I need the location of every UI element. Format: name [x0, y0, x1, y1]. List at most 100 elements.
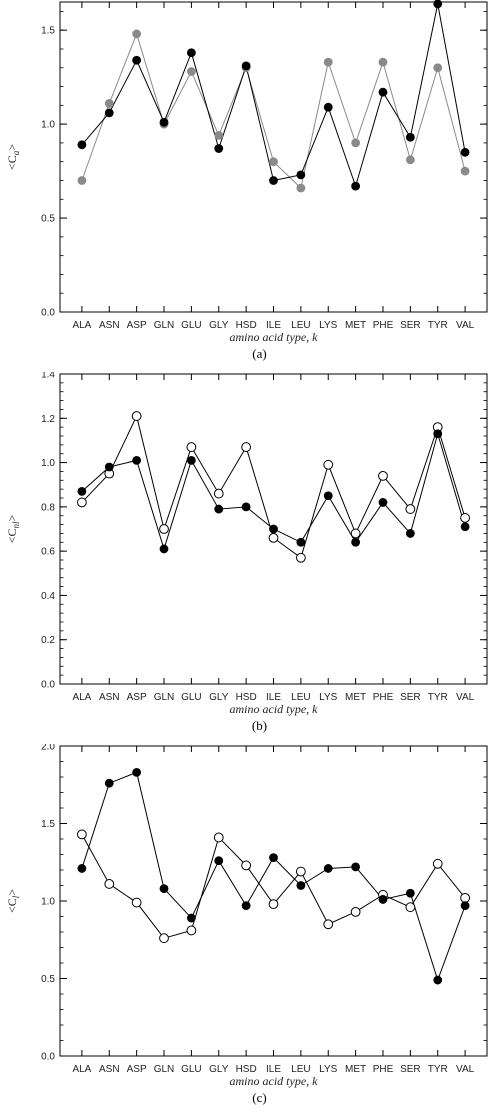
data-point-s1-ile — [269, 524, 278, 534]
y-axis-label-main: <C — [5, 155, 19, 170]
x-tick-label: MET — [345, 692, 366, 703]
data-point-s2-asp — [131, 411, 142, 421]
data-point-s2-lys — [323, 459, 334, 470]
y-tick-label: 1.0 — [41, 458, 55, 469]
data-point-s1-gly — [214, 856, 224, 866]
x-tick-label: LYS — [319, 1064, 337, 1075]
x-tick-label: PHE — [373, 692, 394, 703]
data-point-s1-ile — [269, 853, 278, 862]
data-point-s1-lys — [323, 102, 333, 112]
data-point-s1-leu — [296, 537, 306, 547]
x-tick-label: SER — [400, 1064, 421, 1075]
data-point-s2-tyr — [432, 858, 443, 869]
y-tick-label: 0.5 — [41, 974, 55, 985]
x-tick-label: ALA — [72, 320, 91, 331]
x-tick-label: GLN — [154, 320, 175, 331]
y-axis-label-sub: nl — [11, 521, 21, 529]
x-tick-label: LYS — [319, 692, 337, 703]
data-point-s2-ala — [77, 176, 87, 185]
panel-label: (a) — [252, 346, 266, 361]
y-axis-label-sub: a — [11, 150, 21, 155]
x-tick-label: SER — [400, 320, 421, 331]
y-axis-label-close: > — [5, 514, 19, 521]
x-tick-label: ASN — [99, 1064, 120, 1075]
data-point-s1-lys — [323, 864, 333, 873]
data-point-s2-lys — [323, 57, 333, 67]
data-point-s1-leu — [296, 170, 306, 180]
data-point-s1-ser — [405, 132, 415, 142]
data-point-s2-leu — [295, 552, 306, 563]
data-point-s1-asn — [104, 108, 114, 118]
y-axis-label-close: > — [5, 144, 19, 151]
data-point-s2-met — [350, 906, 361, 917]
y-tick-label: 1.0 — [41, 120, 55, 131]
data-point-s1-asn — [104, 462, 114, 472]
y-tick-label: 0.2 — [41, 635, 55, 646]
data-point-s2-leu — [295, 866, 306, 877]
x-tick-label: ASN — [99, 320, 120, 331]
data-point-s2-phe — [378, 470, 388, 481]
data-point-s2-ala — [76, 497, 87, 508]
y-tick-label: 1.0 — [41, 897, 55, 908]
y-axis-label: <Cl> — [5, 889, 21, 913]
y-tick-label: 1.2 — [41, 414, 55, 425]
data-point-s2-glu — [186, 67, 196, 76]
x-tick-label: SER — [400, 692, 421, 703]
data-point-s1-ile — [269, 176, 278, 185]
data-point-s1-asp — [132, 455, 142, 465]
y-axis-label-close: > — [5, 889, 19, 896]
data-point-s2-gln — [159, 524, 169, 534]
data-point-s1-ser — [405, 529, 415, 538]
data-point-s1-asp — [132, 767, 142, 777]
data-point-s1-hsd — [241, 61, 251, 71]
y-tick-label: 0.6 — [41, 547, 55, 558]
x-tick-label: LEU — [291, 320, 310, 331]
data-point-s2-gly — [213, 832, 224, 843]
x-axis-label: amino acid type, k — [230, 702, 319, 716]
plot-frame — [59, 1, 488, 313]
data-point-s1-glu — [186, 913, 196, 923]
data-point-s2-gly — [213, 488, 224, 499]
data-point-s2-ile — [269, 157, 278, 167]
y-axis-label-main: <C — [5, 529, 19, 544]
chart-panel-b: 0.0 0.2 0.4 0.6 0.8 1.0 1.2 1.4 ALA ASN ASP GLN GLU G… — [5, 372, 488, 733]
data-point-s1-glu — [186, 455, 196, 465]
x-tick-label: TYR — [428, 692, 448, 703]
x-tick-label: ILE — [266, 692, 281, 703]
y-tick-label: 2.0 — [41, 744, 55, 753]
data-point-s2-phe — [378, 57, 388, 67]
data-point-s2-val — [460, 893, 471, 903]
data-point-s2-hsd — [241, 442, 252, 452]
data-point-s2-tyr — [433, 63, 443, 73]
data-point-s1-asp — [132, 55, 142, 65]
data-point-s1-phe — [378, 87, 388, 97]
x-tick-label: LEU — [291, 692, 310, 703]
panel-label: (b) — [252, 718, 267, 733]
data-point-s2-asp — [132, 29, 142, 39]
data-point-s2-leu — [296, 183, 306, 193]
x-tick-label: GLN — [154, 1064, 175, 1075]
data-point-s1-tyr — [433, 429, 443, 439]
x-tick-label: ASP — [127, 1064, 147, 1075]
y-tick-label: 0.8 — [41, 502, 55, 513]
data-point-s2-ser — [405, 902, 416, 913]
data-point-s2-asn — [104, 99, 114, 108]
chart-panel-a: 0.0 0.5 1.0 1.5 ALA ASN ASP GLN GLU GLY HSD ILE LEU L… — [5, 0, 488, 361]
data-point-s1-ala — [77, 864, 87, 873]
x-tick-label: ALA — [72, 692, 91, 703]
data-point-s1-ala — [77, 486, 87, 496]
x-tick-label: MET — [345, 1064, 366, 1075]
x-tick-label: ILE — [266, 1064, 281, 1075]
data-point-s2-ile — [268, 899, 279, 910]
data-point-s2-ser — [405, 504, 416, 514]
data-point-s2-met — [350, 528, 361, 539]
x-tick-label: GLU — [181, 692, 202, 703]
x-tick-label: GLY — [209, 692, 229, 703]
data-point-s2-ala — [76, 829, 87, 840]
data-point-s2-val — [460, 166, 470, 176]
y-tick-label: 0.0 — [41, 308, 55, 319]
x-tick-label: HSD — [236, 692, 257, 703]
x-tick-label: HSD — [236, 1064, 257, 1075]
y-tick-label: 0.0 — [41, 680, 55, 691]
